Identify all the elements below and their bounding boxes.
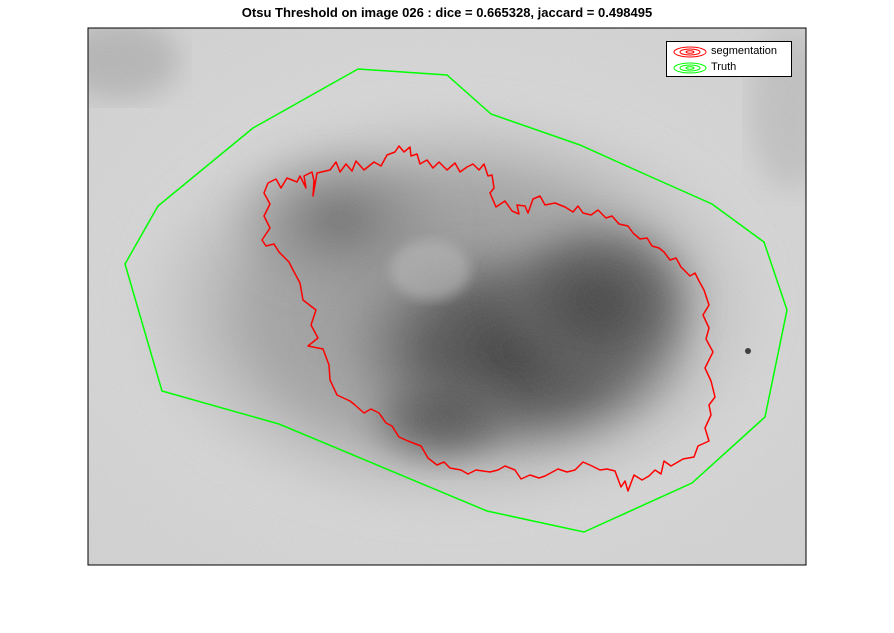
legend-label-truth: Truth xyxy=(711,61,737,73)
truth-contour xyxy=(124,68,788,533)
legend: segmentation Truth xyxy=(666,41,792,77)
truth-swatch-icon xyxy=(673,62,707,74)
legend-item-truth: Truth xyxy=(667,60,793,76)
axes-frame xyxy=(87,27,807,566)
legend-label-segmentation: segmentation xyxy=(711,45,778,57)
segmentation-swatch-icon xyxy=(673,46,707,58)
segmentation-contour xyxy=(261,145,716,492)
legend-item-segmentation: segmentation xyxy=(667,44,793,60)
skin-image xyxy=(88,28,806,565)
figure-title: Otsu Threshold on image 026 : dice = 0.6… xyxy=(241,5,653,20)
